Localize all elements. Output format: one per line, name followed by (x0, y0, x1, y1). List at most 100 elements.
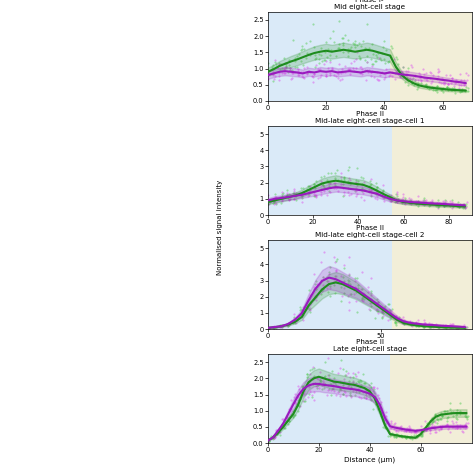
Point (464, 76, 471, 83)
Point (301, 74, 308, 82)
Point (310, 270, 318, 278)
Point (297, 184, 305, 192)
Point (265, 437, 273, 445)
Point (424, 422, 431, 429)
Point (440, 324, 447, 331)
Point (305, 190, 312, 197)
Point (422, 81, 429, 88)
Point (265, 324, 273, 332)
Point (410, 82, 418, 89)
Point (300, 390, 307, 398)
Point (387, 197, 395, 204)
Point (380, 194, 388, 201)
Point (420, 425, 428, 432)
Point (388, 429, 395, 437)
Point (399, 319, 406, 327)
Point (357, 377, 365, 385)
Point (286, 193, 294, 201)
Point (305, 286, 313, 294)
Point (301, 397, 309, 405)
Point (461, 204, 468, 212)
Point (372, 401, 380, 408)
Point (281, 59, 288, 66)
Point (442, 71, 450, 78)
Point (351, 40, 359, 48)
Point (378, 408, 386, 415)
Point (350, 64, 357, 72)
Point (406, 318, 413, 325)
Point (374, 76, 382, 84)
Point (371, 194, 379, 201)
Point (350, 67, 358, 74)
Point (406, 422, 413, 429)
Point (358, 285, 366, 292)
Point (455, 423, 462, 430)
Point (285, 190, 292, 198)
Point (359, 190, 367, 197)
Point (417, 77, 424, 85)
Point (453, 424, 460, 432)
Point (344, 177, 352, 185)
Point (439, 322, 447, 330)
Point (456, 84, 463, 91)
Point (312, 192, 319, 200)
Point (288, 410, 296, 418)
Point (372, 401, 380, 408)
Point (426, 323, 434, 331)
Point (264, 437, 272, 445)
Point (380, 198, 388, 205)
Point (276, 65, 284, 73)
Point (318, 291, 325, 298)
Point (397, 431, 405, 439)
Point (357, 42, 365, 50)
Point (399, 71, 406, 79)
Point (340, 188, 348, 196)
Point (303, 185, 311, 193)
Point (347, 190, 355, 198)
Point (328, 65, 335, 73)
Point (279, 194, 286, 201)
Point (401, 434, 409, 441)
Point (446, 428, 454, 436)
Point (328, 385, 336, 392)
Point (384, 316, 392, 324)
Point (447, 71, 454, 79)
Point (437, 79, 445, 87)
Point (369, 60, 377, 68)
Point (345, 377, 353, 385)
Point (400, 317, 408, 325)
Point (270, 434, 278, 442)
Point (266, 200, 273, 208)
Point (455, 203, 462, 210)
Point (346, 280, 354, 288)
Point (304, 192, 312, 200)
Point (299, 316, 307, 324)
Point (387, 307, 395, 315)
Point (428, 323, 435, 331)
Point (285, 196, 292, 204)
Point (351, 283, 358, 291)
Point (277, 322, 285, 330)
Point (365, 45, 372, 52)
Point (278, 323, 285, 331)
Point (324, 191, 331, 199)
Point (426, 426, 434, 434)
Point (407, 320, 414, 328)
Point (431, 428, 438, 436)
Point (344, 292, 352, 300)
Point (291, 69, 299, 76)
Point (379, 312, 386, 319)
Point (381, 191, 389, 198)
Point (445, 84, 453, 91)
Point (293, 52, 301, 59)
Point (325, 288, 332, 295)
Point (327, 51, 334, 59)
Point (331, 170, 338, 177)
Point (377, 56, 384, 64)
Point (461, 325, 468, 332)
Point (359, 370, 366, 378)
Point (420, 197, 428, 204)
Point (399, 193, 407, 201)
Point (428, 320, 436, 328)
Point (285, 196, 293, 203)
